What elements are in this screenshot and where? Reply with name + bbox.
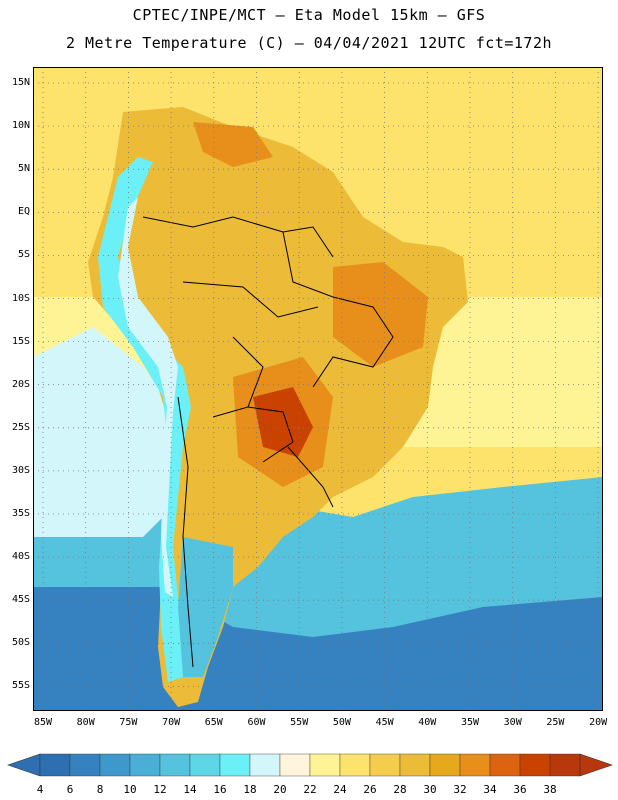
colorbar-tick-label: 30 xyxy=(423,783,437,796)
longitude-label: 25W xyxy=(546,717,565,728)
latitude-label: 35S xyxy=(11,508,30,519)
colorbar-tick-label: 36 xyxy=(513,783,527,796)
colorbar-tick-label: 38 xyxy=(543,783,557,796)
colorbar-swatch xyxy=(399,753,431,777)
colorbar-swatch xyxy=(489,753,521,777)
colorbar-tick-label: 10 xyxy=(123,783,137,796)
longitude-label: 50W xyxy=(332,717,351,728)
colorbar xyxy=(7,753,613,777)
temperature-map xyxy=(33,67,603,711)
colorbar-swatch xyxy=(429,753,461,777)
latitude-label: 15N xyxy=(11,77,30,88)
map-border xyxy=(33,67,603,711)
colorbar-swatch xyxy=(309,753,341,777)
longitude-label: 45W xyxy=(375,717,394,728)
andes-high-peaks xyxy=(118,197,178,597)
border-andean-north xyxy=(142,216,334,258)
colorbar-tick-label: 18 xyxy=(243,783,257,796)
border-brazil-south xyxy=(287,446,334,508)
latitude-label: EQ xyxy=(17,206,30,218)
colorbar-swatch xyxy=(339,753,371,777)
colorbar-swatch xyxy=(519,753,551,777)
colorbar-tick-label: 32 xyxy=(453,783,467,796)
latitude-label: 30S xyxy=(11,464,30,476)
latitude-label: 10S xyxy=(11,292,30,304)
country-borders xyxy=(142,216,394,668)
colorbar-swatch xyxy=(219,753,251,777)
colorbar-swatch xyxy=(159,753,191,777)
longitude-label: 85W xyxy=(33,717,53,728)
longitude-label: 70W xyxy=(162,717,181,728)
border-argentina-chile xyxy=(177,396,194,668)
hot-region-north xyxy=(193,122,273,167)
colorbar-min-arrow xyxy=(7,753,41,777)
longitude-label: 20W xyxy=(589,717,608,728)
colorbar-tick-label: 26 xyxy=(363,783,377,796)
colorbar-tick-label: 34 xyxy=(483,783,497,796)
colorbar-swatch xyxy=(249,753,281,777)
colorbar-tick-label: 20 xyxy=(273,783,287,796)
colorbar-swatch xyxy=(549,753,581,777)
colorbar-tick-label: 4 xyxy=(36,783,44,796)
colorbar-swatch xyxy=(189,753,221,777)
colorbar-swatch xyxy=(99,753,131,777)
longitude-label: 55W xyxy=(290,717,309,728)
patagonia-cool-region xyxy=(178,537,233,677)
colorbar-swatch xyxy=(69,753,101,777)
colorbar-tick-label: 12 xyxy=(153,783,167,796)
border-brazil-states xyxy=(282,231,394,388)
hot-region-northeast xyxy=(333,262,428,367)
map-title: CPTEC/INPE/MCT – Eta Model 15km – GFS xyxy=(132,6,486,24)
latitude-label: 15S xyxy=(11,335,30,347)
map-subtitle: 2 Metre Temperature (C) – 04/04/2021 12U… xyxy=(65,34,553,52)
latitude-label: 55S xyxy=(11,680,30,692)
longitude-label: 35W xyxy=(460,717,480,728)
colorbar-swatch xyxy=(39,753,71,777)
colorbar-tick-label: 22 xyxy=(303,783,317,796)
colorbar-max-arrow xyxy=(579,753,613,777)
colorbar-tick-label: 8 xyxy=(96,783,104,796)
colorbar-tick-label: 24 xyxy=(333,783,347,796)
colorbar-swatch xyxy=(459,753,491,777)
border-paraguay xyxy=(247,406,294,463)
longitude-label: 75W xyxy=(119,717,138,728)
longitude-label: 80W xyxy=(76,717,95,728)
latitude-label: 40S xyxy=(11,551,30,563)
latitude-label: 5N xyxy=(17,163,30,175)
longitude-label: 40W xyxy=(418,717,437,728)
border-bolivia xyxy=(212,336,264,418)
graticule xyxy=(33,67,603,711)
latitude-label: 20S xyxy=(11,378,30,390)
latitude-label: 5S xyxy=(17,249,30,261)
longitude-label: 30W xyxy=(503,717,522,728)
latitude-label: 45S xyxy=(11,594,30,606)
colorbar-tick-label: 28 xyxy=(393,783,407,796)
longitude-label: 60W xyxy=(247,717,266,728)
latitude-label: 50S xyxy=(11,637,30,649)
latitude-label: 25S xyxy=(11,421,30,433)
colorbar-tick-label: 6 xyxy=(66,783,74,796)
colorbar-swatch xyxy=(369,753,401,777)
pacific-cool-coast xyxy=(33,327,173,537)
border-brazil-west xyxy=(182,281,319,318)
colorbar-swatch xyxy=(279,753,311,777)
hottest-region xyxy=(253,387,313,457)
latitude-label: 10N xyxy=(11,120,30,132)
colorbar-tick-label: 14 xyxy=(183,783,197,796)
colorbar-tick-label: 16 xyxy=(213,783,227,796)
longitude-label: 65W xyxy=(204,717,223,728)
colorbar-swatch xyxy=(129,753,161,777)
